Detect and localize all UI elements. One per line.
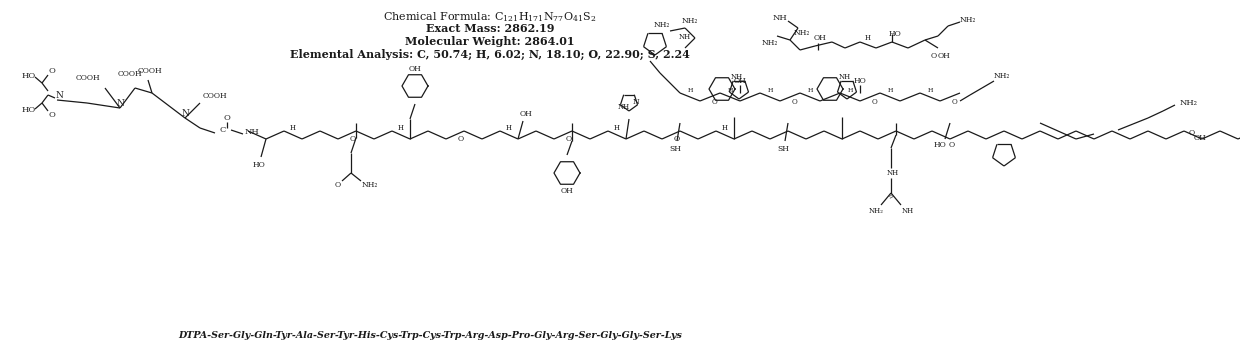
Text: O: O: [223, 114, 231, 122]
Text: NH₂: NH₂: [362, 181, 378, 189]
Text: HO: HO: [853, 77, 867, 85]
Text: O: O: [931, 52, 937, 60]
Text: SH: SH: [777, 145, 789, 153]
Text: NH: NH: [618, 103, 630, 111]
Text: NH: NH: [246, 128, 259, 136]
Text: Elemental Analysis: C, 50.74; H, 6.02; N, 18.10; O, 22.90; S, 2.24: Elemental Analysis: C, 50.74; H, 6.02; N…: [290, 49, 689, 60]
Text: NH₂: NH₂: [653, 21, 670, 29]
Text: C: C: [219, 126, 226, 134]
Text: O: O: [48, 67, 56, 75]
Text: O: O: [335, 181, 341, 189]
Text: HO: HO: [934, 141, 946, 149]
Text: COOH: COOH: [203, 92, 228, 100]
Text: O: O: [949, 141, 955, 149]
Text: H: H: [398, 124, 404, 132]
Text: NH: NH: [887, 169, 899, 177]
Text: OH: OH: [560, 187, 573, 195]
Text: OH: OH: [937, 52, 950, 60]
Text: NH: NH: [901, 207, 914, 215]
Text: HO: HO: [22, 106, 36, 114]
Text: H: H: [506, 124, 512, 132]
Text: OH: OH: [520, 110, 532, 118]
Text: NH: NH: [730, 73, 743, 81]
Text: N: N: [117, 98, 124, 108]
Text: DTPA-Ser-Gly-Gln-Tyr-Ala-Ser-Tyr-His-Cys-Trp-Cys-Trp-Arg-Asp-Pro-Gly-Arg-Ser-Gly: DTPA-Ser-Gly-Gln-Tyr-Ala-Ser-Tyr-His-Cys…: [179, 331, 682, 340]
Text: COOH: COOH: [76, 74, 100, 82]
Text: O: O: [458, 135, 464, 143]
Text: NH: NH: [773, 14, 787, 22]
Text: NH₂: NH₂: [993, 72, 1011, 80]
Text: HO: HO: [253, 161, 265, 169]
Text: O: O: [872, 98, 878, 106]
Text: H: H: [687, 87, 693, 93]
Text: H: H: [722, 124, 728, 132]
Text: H: H: [866, 34, 870, 42]
Text: =: =: [887, 192, 895, 202]
Text: NH₂: NH₂: [761, 39, 779, 47]
Text: H: H: [807, 87, 812, 93]
Text: HO: HO: [889, 30, 901, 38]
Text: NH: NH: [839, 73, 851, 81]
Text: NH₂: NH₂: [868, 207, 883, 215]
Text: SH: SH: [670, 145, 681, 153]
Text: OH: OH: [1194, 134, 1207, 142]
Text: H: H: [847, 87, 853, 93]
Text: H: H: [614, 124, 620, 132]
Text: N: N: [55, 90, 63, 100]
Text: H: H: [928, 87, 932, 93]
Text: Molecular Weight: 2864.01: Molecular Weight: 2864.01: [405, 36, 575, 47]
Text: HO: HO: [22, 72, 36, 80]
Text: NH₂: NH₂: [794, 29, 810, 37]
Text: NH₂: NH₂: [1180, 99, 1198, 107]
Text: H: H: [728, 87, 733, 93]
Text: NH: NH: [680, 33, 691, 41]
Text: O: O: [565, 135, 572, 143]
Text: OH: OH: [409, 65, 422, 73]
Text: O: O: [792, 98, 797, 106]
Text: O: O: [1189, 129, 1195, 137]
Text: H: H: [888, 87, 893, 93]
Text: Chemical Formula: $\mathregular{C_{121}H_{171}N_{77}O_{41}S_{2}}$: Chemical Formula: $\mathregular{C_{121}H…: [383, 10, 596, 24]
Text: H: H: [290, 124, 296, 132]
Text: COOH: COOH: [118, 70, 143, 78]
Text: O: O: [952, 98, 957, 106]
Text: O: O: [673, 135, 680, 143]
Text: N: N: [181, 109, 188, 118]
Text: OH: OH: [734, 77, 746, 85]
Text: N: N: [632, 98, 640, 106]
Text: NH₂: NH₂: [960, 16, 976, 24]
Text: O: O: [48, 111, 56, 119]
Text: NH₂: NH₂: [682, 17, 698, 25]
Text: OH: OH: [813, 34, 826, 42]
Text: O: O: [350, 135, 356, 143]
Text: O: O: [712, 98, 718, 106]
Text: H: H: [768, 87, 773, 93]
Text: Exact Mass: 2862.19: Exact Mass: 2862.19: [425, 23, 554, 34]
Text: COOH: COOH: [138, 67, 162, 75]
